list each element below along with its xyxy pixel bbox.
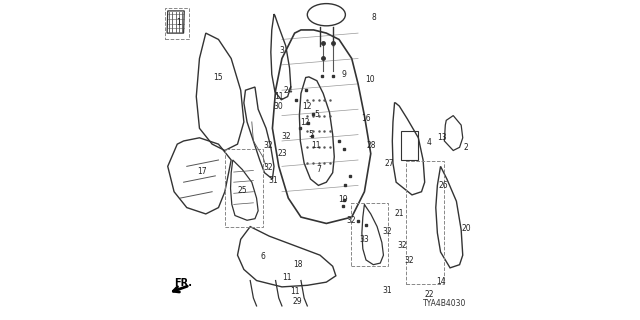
Text: 28: 28	[366, 141, 376, 150]
Text: FR.: FR.	[174, 278, 192, 288]
Text: 16: 16	[361, 114, 371, 123]
Text: 15: 15	[213, 73, 223, 82]
Text: 6: 6	[260, 252, 266, 261]
Text: 32: 32	[264, 141, 273, 150]
Text: 8: 8	[372, 13, 376, 22]
Text: 32: 32	[404, 256, 414, 265]
Text: 9: 9	[341, 70, 346, 79]
Text: 7: 7	[316, 165, 321, 174]
Text: 27: 27	[385, 159, 395, 168]
Text: 18: 18	[293, 260, 303, 269]
Text: 4: 4	[427, 138, 432, 147]
Text: 29: 29	[293, 297, 303, 306]
Text: 32: 32	[397, 241, 407, 250]
Text: 2: 2	[463, 143, 468, 152]
Text: 30: 30	[273, 101, 283, 111]
Text: 11: 11	[283, 273, 292, 282]
Text: 31: 31	[383, 285, 392, 295]
Text: 10: 10	[365, 75, 375, 84]
Text: 24: 24	[284, 86, 293, 95]
Text: 3: 3	[280, 46, 284, 55]
Text: 5: 5	[314, 109, 319, 118]
Text: 17: 17	[197, 167, 207, 176]
Text: 11: 11	[311, 141, 321, 150]
Text: 11: 11	[275, 92, 284, 101]
Text: 20: 20	[461, 224, 471, 233]
Text: 11: 11	[290, 287, 300, 296]
Text: 26: 26	[439, 181, 449, 190]
Text: 21: 21	[394, 209, 404, 219]
Text: 31: 31	[268, 176, 278, 185]
Text: 13: 13	[437, 133, 447, 142]
Text: 12: 12	[300, 118, 310, 127]
Text: 5: 5	[308, 130, 313, 139]
Text: 1: 1	[177, 18, 181, 27]
Text: 32: 32	[383, 227, 392, 236]
Text: 14: 14	[436, 277, 445, 286]
Text: 32: 32	[281, 132, 291, 141]
Text: 22: 22	[425, 290, 434, 299]
Text: 12: 12	[303, 101, 312, 111]
Text: 25: 25	[237, 186, 247, 195]
Text: 19: 19	[338, 195, 348, 204]
Text: 32: 32	[346, 216, 356, 225]
Text: TYA4B4030: TYA4B4030	[422, 299, 466, 308]
Text: 33: 33	[360, 236, 369, 244]
Text: 32: 32	[264, 164, 273, 172]
Text: 23: 23	[277, 149, 287, 158]
